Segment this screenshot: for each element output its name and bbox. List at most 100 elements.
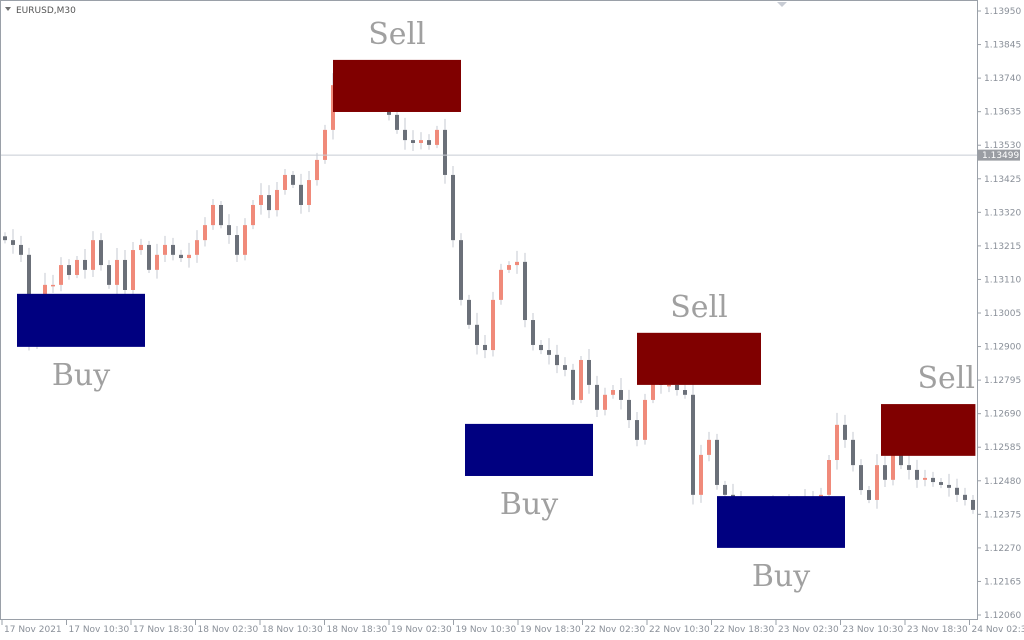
- time-tick-label: 17 Nov 10:30: [69, 625, 130, 635]
- candle-body: [923, 477, 927, 480]
- current-price-badge: 1.13499: [978, 149, 1020, 161]
- candle-body: [563, 365, 567, 370]
- candle: [579, 355, 583, 404]
- sell-zone[interactable]: Sell: [881, 361, 976, 456]
- candle: [587, 348, 591, 394]
- candle: [91, 231, 95, 278]
- candle-body: [587, 359, 591, 385]
- candle: [307, 171, 311, 213]
- candle: [915, 459, 919, 488]
- plot-border: [0, 0, 978, 620]
- time-tick-label: 22 Nov 02:30: [585, 625, 646, 635]
- time-tick-label: 18 Nov 02:30: [198, 625, 259, 635]
- candle-body: [715, 439, 719, 485]
- candle: [571, 363, 575, 405]
- time-tick-label: 23 Nov 10:30: [843, 625, 904, 635]
- candle: [531, 313, 535, 351]
- sell-zone[interactable]: Sell: [333, 17, 461, 112]
- candle: [195, 230, 199, 263]
- candle-body: [635, 420, 639, 440]
- candle-body: [547, 350, 551, 355]
- buy-zone-box[interactable]: [17, 293, 145, 347]
- candle-body: [211, 204, 215, 226]
- buy-zone[interactable]: Buy: [465, 423, 593, 522]
- candle: [171, 237, 175, 261]
- time-tick-label: 22 Nov 10:30: [649, 625, 710, 635]
- candle-body: [403, 129, 407, 141]
- sell-zone-box[interactable]: [333, 59, 461, 112]
- candle: [83, 248, 87, 279]
- candle: [723, 480, 727, 499]
- candle-body: [907, 465, 911, 470]
- candle: [699, 444, 703, 503]
- candle: [907, 453, 911, 480]
- sell-zone-box[interactable]: [637, 332, 761, 385]
- candle: [451, 165, 455, 248]
- candle-body: [51, 284, 55, 287]
- candle: [955, 478, 959, 503]
- buy-zone[interactable]: Buy: [717, 496, 845, 594]
- candle: [51, 274, 55, 293]
- candle: [963, 487, 967, 506]
- time-axis[interactable]: 17 Nov 2021 17 Nov 10:30 17 Nov 18:30 18 No…: [1, 620, 1024, 635]
- candle: [931, 471, 935, 487]
- candle-body: [83, 259, 87, 270]
- price-tick-label: 1.12165: [984, 577, 1021, 587]
- chart-shift-marker-icon[interactable]: [777, 2, 787, 7]
- candle-body: [931, 477, 935, 483]
- candle: [131, 242, 135, 297]
- buy-zone[interactable]: Buy: [17, 293, 145, 393]
- candle: [267, 185, 271, 219]
- candle: [515, 250, 519, 274]
- price-tick-label: 1.12795: [984, 376, 1021, 386]
- candle-body: [699, 454, 703, 495]
- candle-body: [235, 235, 239, 255]
- candle-body: [139, 244, 143, 251]
- buy-zone-box[interactable]: [465, 423, 593, 476]
- candle-body: [867, 490, 871, 500]
- candle: [971, 494, 975, 514]
- candle-body: [67, 265, 71, 275]
- candle: [851, 431, 855, 472]
- sell-zone-label: Sell: [917, 361, 975, 396]
- price-axis[interactable]: 1.139501.138451.137401.136351.135301.134…: [977, 7, 1021, 621]
- candle-body: [523, 261, 527, 321]
- candle: [603, 387, 607, 416]
- candle: [939, 478, 943, 489]
- candle-body: [963, 494, 967, 500]
- candle: [203, 217, 207, 247]
- sell-zone[interactable]: Sell: [637, 290, 761, 385]
- buy-zone-box[interactable]: [717, 496, 845, 548]
- candle: [619, 378, 623, 410]
- price-tick-label: 1.12900: [984, 343, 1021, 353]
- candle-body: [611, 390, 615, 395]
- candle-body: [691, 394, 695, 495]
- sell-zone-box[interactable]: [881, 404, 976, 456]
- candle-body: [195, 240, 199, 255]
- symbol-menu-triangle-icon[interactable]: [5, 7, 11, 11]
- candle-body: [451, 174, 455, 241]
- candle: [3, 232, 7, 244]
- candle-body: [475, 324, 479, 345]
- candle-body: [955, 487, 959, 495]
- candle: [875, 454, 879, 509]
- candle-body: [683, 390, 687, 395]
- candle-body: [643, 399, 647, 440]
- time-tick-label: 19 Nov 02:30: [391, 625, 452, 635]
- candle: [235, 226, 239, 263]
- candle-body: [507, 265, 511, 270]
- candle-body: [883, 465, 887, 480]
- candle: [859, 459, 863, 495]
- candle-body: [443, 129, 447, 175]
- candle: [411, 130, 415, 151]
- candle-body: [627, 399, 631, 421]
- candle-body: [427, 140, 431, 145]
- candle-body: [411, 140, 415, 143]
- candle: [947, 473, 951, 497]
- time-tick-label: 24 Nov 02:30: [972, 625, 1024, 635]
- candle: [259, 183, 263, 215]
- candle: [563, 357, 567, 377]
- candle: [323, 124, 327, 164]
